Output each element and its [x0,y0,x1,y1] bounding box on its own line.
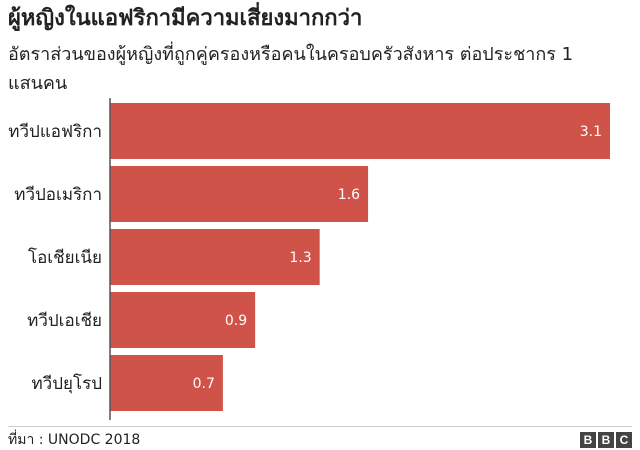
chart-title: ผู้หญิงในแอฟริกามีความเสี่ยงมากกว่า [8,6,363,31]
value-label: 0.9 [225,313,247,329]
bar-3 [110,292,256,348]
category-label: ทวีปอเมริกา [14,185,102,205]
footer-divider [8,426,632,427]
category-label: ทวีปยุโรป [31,373,102,394]
chart-subtitle: อัตราส่วนของผู้หญิงที่ถูกคู่ครองหรือคนใน… [8,44,574,94]
value-label: 0.7 [193,376,215,392]
bar-2 [110,229,320,285]
category-label: ทวีปแอฟริกา [8,122,102,142]
bbc-logo-letter: B [598,432,614,448]
category-label: ทวีปเอเชีย [27,311,102,331]
bbc-logo-letter: B [580,432,596,448]
source-note: ที่มา : UNODC 2018 [8,432,141,448]
bars-group: ทวีปแอฟริกา 3.1 ทวีปอเมริกา 1.6 โอเชียเนีย 1.… [8,103,610,411]
bbc-logo: B B C [580,432,632,448]
value-label: 1.6 [338,187,360,203]
value-label: 1.3 [289,250,311,266]
bar-4 [110,355,223,411]
category-label: โอเชียเนีย [28,247,102,268]
bbc-logo-letter: C [616,432,632,448]
value-label: 3.1 [580,124,602,140]
bar-1 [110,166,369,222]
bar-0 [110,103,610,159]
